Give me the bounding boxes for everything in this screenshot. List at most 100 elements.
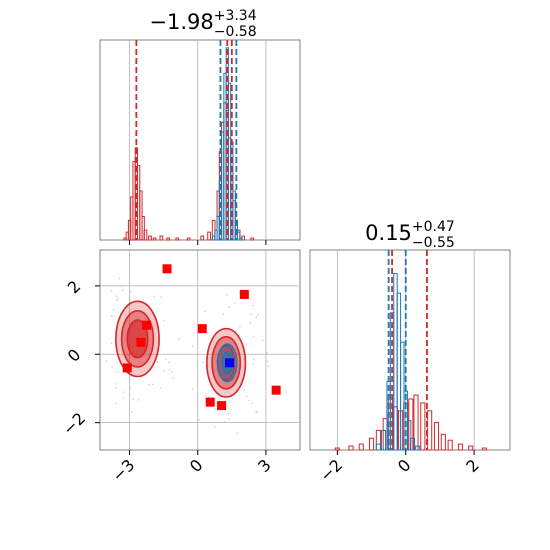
sample-dot bbox=[123, 391, 126, 394]
sample-dot bbox=[207, 396, 210, 398]
sample-dot bbox=[251, 402, 253, 404]
sample-dot bbox=[122, 397, 125, 399]
sample-dot bbox=[168, 361, 170, 364]
hist-y-bin-0-19 bbox=[481, 447, 487, 451]
hist-y-bin-0-15 bbox=[440, 433, 446, 451]
panel-hist-x-quantile-lines bbox=[135, 40, 238, 240]
sample-dot bbox=[115, 295, 118, 298]
sample-dot bbox=[204, 395, 207, 397]
sample-dot bbox=[267, 365, 270, 368]
scatter-ytick-label-0: 0 bbox=[64, 345, 85, 366]
sample-dot bbox=[169, 368, 172, 371]
hist-x-bin-0-10 bbox=[148, 235, 152, 241]
hist-y-bin-1-8 bbox=[406, 420, 412, 451]
sample-dot bbox=[137, 399, 140, 401]
panel-hist-x-frame bbox=[99, 39, 301, 241]
hist-y-bin-0-17 bbox=[457, 443, 463, 451]
sample-dot bbox=[163, 319, 165, 322]
sample-dot bbox=[115, 370, 118, 373]
scatter-xtick-label-3: 3 bbox=[254, 455, 275, 476]
panel-hist-y-frame bbox=[309, 249, 511, 451]
title-y-minus: −0.55 bbox=[412, 235, 455, 251]
sample-dot bbox=[165, 358, 168, 361]
sample-dot bbox=[153, 295, 155, 298]
sample-dot bbox=[255, 410, 257, 413]
square-marker-1 bbox=[239, 289, 249, 299]
sample-dot bbox=[159, 386, 162, 389]
hist-y-xtick-label-0: 0 bbox=[394, 455, 415, 476]
sample-dot bbox=[130, 290, 132, 293]
hist-x-bin-0-17 bbox=[207, 231, 211, 241]
hist-y-bin-1-1 bbox=[380, 429, 387, 451]
sample-dot bbox=[252, 304, 254, 307]
sample-dot bbox=[252, 335, 255, 338]
hist-x-bin-0-14 bbox=[175, 237, 180, 241]
panel-hist-y-series bbox=[334, 273, 487, 451]
sample-dot bbox=[228, 418, 230, 420]
sample-dot bbox=[115, 386, 118, 389]
square-marker-4 bbox=[136, 337, 146, 347]
sample-dot bbox=[156, 361, 159, 364]
hist-x-bin-1-9 bbox=[232, 190, 236, 241]
sample-dot bbox=[257, 314, 259, 316]
panel-hist-y-title: 0.15+0.47 −0.55 bbox=[365, 219, 455, 251]
sample-dot bbox=[266, 360, 269, 363]
hist-y-bin-0-1 bbox=[348, 445, 354, 451]
sample-dot bbox=[245, 395, 248, 398]
title-x-value: −1.98 bbox=[149, 10, 213, 34]
square-marker-2 bbox=[142, 320, 152, 330]
hist-x-bin-1-12 bbox=[239, 237, 243, 241]
hist-x-bin-0-30 bbox=[250, 237, 255, 241]
hist-y-bin-1-9 bbox=[410, 437, 416, 451]
hist-y-bin-0-12 bbox=[420, 402, 426, 451]
hist-x-bin-0-16 bbox=[200, 235, 205, 241]
panel-hist-y: −2 0 2 0.15+0.47 −0.55 bbox=[309, 219, 511, 486]
sample-dot bbox=[160, 296, 163, 298]
sample-dot bbox=[110, 290, 113, 293]
hist-x-bin-0-9 bbox=[143, 229, 148, 241]
hist-y-bin-0-2 bbox=[358, 443, 364, 451]
sample-dot bbox=[121, 289, 124, 292]
truth-marker bbox=[225, 358, 235, 368]
title-y-value: 0.15 bbox=[365, 221, 412, 245]
sample-dot bbox=[111, 366, 113, 368]
sample-dot bbox=[243, 388, 246, 391]
hist-y-xtick-label--2: −2 bbox=[316, 455, 346, 485]
square-marker-5 bbox=[122, 363, 132, 373]
sample-dot bbox=[113, 315, 115, 317]
scatter-xtick-label-0: 0 bbox=[186, 455, 207, 476]
sample-dot bbox=[249, 321, 252, 324]
sample-dot bbox=[151, 383, 154, 386]
panel-scatter-xy: −3 0 3 −2 0 2 bbox=[59, 249, 301, 486]
panel-hist-x: −303 −1.98+3.34−0.58 bbox=[99, 8, 301, 276]
sample-dot bbox=[114, 382, 117, 385]
sample-dot bbox=[266, 352, 268, 354]
panel-scatter-markers bbox=[122, 264, 281, 411]
hist-x-bin-0-8 bbox=[141, 215, 145, 241]
title-x-minus: −0.58 bbox=[214, 24, 257, 40]
sample-dot bbox=[110, 315, 113, 318]
sample-dot bbox=[252, 363, 255, 365]
hist-x-bin-1-11 bbox=[237, 231, 241, 241]
sample-dot bbox=[228, 306, 231, 309]
hist-y-bin-0-14 bbox=[433, 422, 440, 451]
sample-dot bbox=[225, 294, 228, 296]
sample-dot bbox=[116, 299, 118, 302]
hist-y-bin-0-16 bbox=[447, 439, 453, 451]
sample-dot bbox=[233, 302, 236, 304]
hist-y-bin-0-3 bbox=[368, 437, 375, 451]
scatter-xtick-label--3: −3 bbox=[108, 455, 138, 485]
sample-dot bbox=[116, 297, 119, 300]
hist-x-bin-0-11 bbox=[152, 237, 157, 241]
scatter-ytick-label--2: −2 bbox=[59, 409, 89, 439]
hist-x-bin-0-7 bbox=[139, 190, 143, 241]
square-marker-0 bbox=[162, 264, 172, 274]
sample-dot bbox=[132, 398, 135, 400]
square-marker-7 bbox=[205, 397, 215, 407]
sample-dot bbox=[112, 309, 115, 312]
square-marker-6 bbox=[271, 385, 281, 395]
sample-dot bbox=[171, 371, 174, 373]
sample-dot bbox=[248, 399, 250, 402]
sample-dot bbox=[252, 358, 255, 361]
